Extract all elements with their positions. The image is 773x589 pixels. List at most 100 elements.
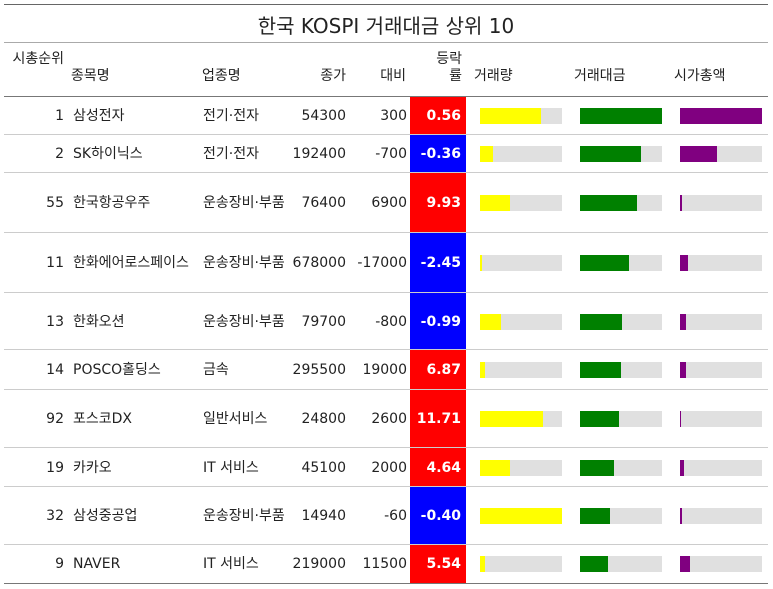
mcap-bar: [680, 362, 686, 378]
header-rule: [4, 96, 768, 97]
header-change: 등락률: [436, 51, 462, 84]
value-bar: [580, 146, 641, 162]
value-bar-track: [580, 508, 662, 524]
volume-bar-track: [480, 195, 562, 211]
rank-cell: 1: [55, 108, 64, 124]
row-separator: [4, 349, 768, 350]
diff-cell: 2600: [371, 411, 407, 427]
volume-bar-track: [480, 255, 562, 271]
mcap-bar: [680, 411, 681, 427]
close-cell: 45100: [301, 459, 346, 476]
table-row: 19 카카오 IT 서비스 45100 2000 4.64: [4, 448, 768, 487]
volume-bar: [480, 146, 493, 162]
mcap-bar-track: [680, 411, 762, 427]
mcap-bar-track: [680, 460, 762, 476]
change-cell: 9.93: [410, 173, 466, 233]
mcap-bar-track: [680, 195, 762, 211]
diff-cell: -17000: [357, 255, 407, 271]
mcap-bar: [680, 556, 690, 572]
sector-cell: 운송장비·부품: [203, 313, 285, 330]
row-separator: [4, 232, 768, 233]
row-separator: [4, 172, 768, 173]
row-separator: [4, 447, 768, 448]
rank-cell: 19: [46, 459, 64, 476]
volume-bar: [480, 508, 562, 524]
value-bar-track: [580, 146, 662, 162]
volume-bar-track: [480, 460, 562, 476]
name-cell: 카카오: [73, 459, 112, 476]
volume-bar-track: [480, 314, 562, 330]
volume-bar: [480, 314, 501, 330]
close-cell: 54300: [301, 108, 346, 124]
name-cell: NAVER: [73, 556, 121, 572]
diff-cell: 19000: [362, 362, 407, 378]
value-bar-track: [580, 460, 662, 476]
value-bar-track: [580, 362, 662, 378]
close-cell: 678000: [292, 255, 346, 271]
value-bar: [580, 460, 614, 476]
mcap-bar: [680, 314, 686, 330]
top-rule: [4, 4, 768, 5]
close-cell: 24800: [301, 411, 346, 427]
rank-cell: 32: [46, 508, 64, 524]
table-row: 1 삼성전자 전기·전자 54300 300 0.56: [4, 97, 768, 135]
value-bar-track: [580, 108, 662, 124]
change-cell: 11.71: [410, 390, 466, 448]
value-bar-track: [580, 556, 662, 572]
change-cell: 4.64: [410, 448, 466, 487]
sector-cell: 전기·전자: [203, 108, 259, 124]
mcap-bar: [680, 508, 682, 524]
name-cell: 한화오션: [73, 313, 125, 330]
sector-cell: 일반서비스: [203, 411, 268, 427]
value-bar: [580, 362, 621, 378]
volume-bar-track: [480, 362, 562, 378]
header-diff: 대비: [380, 68, 406, 84]
volume-bar: [480, 411, 543, 427]
value-bar: [580, 411, 619, 427]
volume-bar: [480, 460, 510, 476]
value-bar-track: [580, 411, 662, 427]
row-separator: [4, 389, 768, 390]
header-sector: 업종명: [202, 68, 241, 84]
sector-cell: IT 서비스: [203, 556, 259, 572]
sector-cell: 금속: [203, 362, 229, 378]
header-close: 종가: [320, 68, 346, 84]
title-rule: [4, 42, 768, 43]
close-cell: 79700: [301, 313, 346, 330]
close-cell: 14940: [301, 508, 346, 524]
volume-bar: [480, 556, 485, 572]
value-bar-track: [580, 195, 662, 211]
rank-cell: 9: [55, 556, 64, 572]
change-cell: -0.99: [410, 293, 466, 350]
name-cell: 한국항공우주: [73, 195, 151, 211]
mcap-bar: [680, 146, 717, 162]
mcap-bar-track: [680, 362, 762, 378]
header-volume: 거래량: [474, 68, 513, 84]
header-name: 종목명: [71, 68, 110, 84]
change-cell: -0.36: [410, 135, 466, 173]
volume-bar: [480, 108, 541, 124]
row-separator: [4, 134, 768, 135]
rank-cell: 2: [55, 146, 64, 162]
diff-cell: 11500: [362, 556, 407, 572]
diff-cell: -800: [375, 313, 407, 330]
volume-bar-track: [480, 508, 562, 524]
mcap-bar: [680, 460, 684, 476]
table-row: 32 삼성중공업 운송장비·부품 14940 -60 -0.40: [4, 487, 768, 545]
bottom-rule: [4, 583, 768, 584]
table-row: 92 포스코DX 일반서비스 24800 2600 11.71: [4, 390, 768, 448]
sector-cell: IT 서비스: [203, 459, 259, 476]
value-bar: [580, 108, 662, 124]
mcap-bar-track: [680, 556, 762, 572]
name-cell: POSCO홀딩스: [73, 362, 161, 378]
name-cell: 포스코DX: [73, 411, 133, 427]
name-cell: 삼성중공업: [73, 508, 138, 524]
value-bar: [580, 556, 608, 572]
mcap-bar-track: [680, 314, 762, 330]
value-bar: [580, 314, 622, 330]
table-title: 한국 KOSPI 거래대금 상위 10: [257, 14, 515, 38]
header-mcap: 시가총액: [674, 68, 726, 84]
sector-cell: 운송장비·부품: [203, 195, 285, 211]
value-bar: [580, 195, 637, 211]
row-separator: [4, 486, 768, 487]
